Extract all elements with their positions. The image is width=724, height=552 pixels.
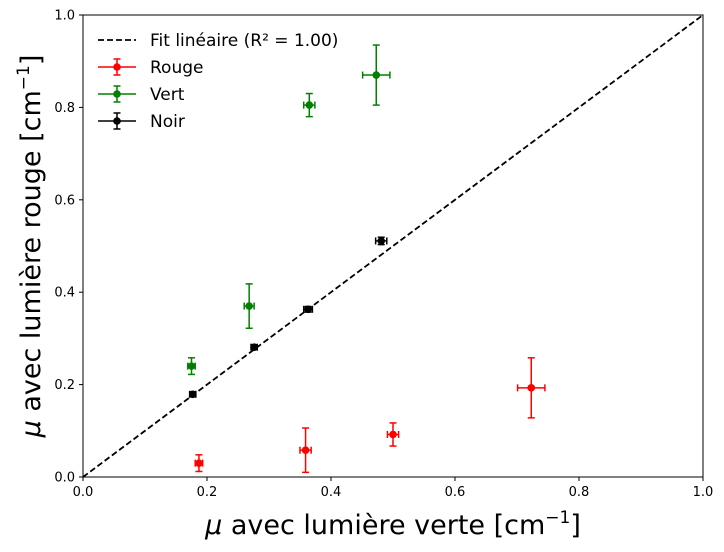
x-tick-label: 1.0 (693, 485, 714, 500)
x-axis-label: μ avec lumière verte [cm−1] (204, 508, 581, 541)
y-tick-label: 0.8 (54, 101, 75, 116)
legend-rouge-label: Rouge (150, 58, 203, 78)
x-tick-label: 0.8 (569, 485, 590, 500)
x-tick-label: 0.2 (197, 485, 218, 500)
y-tick-label: 1.0 (54, 9, 75, 24)
fit-line (82, 14, 704, 478)
axes-frame (82, 14, 704, 478)
legend: Fit linéaire (R² = 1.00) Rouge Vert Noir (98, 31, 338, 132)
legend-vert-marker (98, 85, 136, 103)
data-point-vert-4 (361, 44, 391, 106)
legend-fit-label: Fit linéaire (R² = 1.00) (150, 31, 338, 51)
axes: 0.0 0.2 0.4 0.6 0.8 1.0 0.0 0.2 0.4 0.6 0.8 1.0 (54, 9, 713, 501)
x-axis-label-text: avec lumière verte [cm (222, 510, 545, 541)
data-point-noir-2 (250, 343, 258, 351)
y-tick-label: 0.4 (54, 286, 75, 301)
data-point-noir-3 (302, 305, 314, 314)
x-axis-label-close: ] (570, 510, 581, 541)
x-axis-label-mu: μ (204, 510, 222, 541)
y-axis-label-close: ] (16, 55, 47, 66)
data-point-rouge-3 (386, 422, 400, 447)
data-point-rouge-1 (194, 454, 204, 473)
x-tick-label: 0.4 (321, 485, 342, 500)
y-axis-label-sup: −1 (14, 65, 34, 90)
y-axis-label: μ avec lumière rouge [cm−1] (14, 55, 47, 439)
data-point-rouge-2 (299, 427, 312, 474)
legend-rouge-marker (98, 58, 136, 76)
legend-vert-label: Vert (150, 85, 185, 105)
y-axis-label-text: avec lumière rouge [cm (16, 90, 47, 420)
data-point-noir-4 (374, 236, 388, 246)
y-tick-label: 0.6 (54, 193, 75, 208)
x-tick-label: 0.6 (445, 485, 466, 500)
data-point-rouge-4 (516, 357, 546, 419)
y-tick-label: 0.2 (54, 378, 75, 393)
y-axis-label-mu: μ (16, 420, 47, 438)
y-tick-label: 0.0 (54, 471, 75, 486)
plot-area (82, 14, 704, 478)
data-point-vert-2 (243, 283, 255, 329)
legend-noir-label: Noir (150, 112, 185, 132)
data-point-vert-3 (302, 92, 316, 118)
x-axis-label-sup: −1 (545, 508, 570, 528)
data-point-noir-1 (188, 390, 197, 399)
legend-noir-marker (98, 112, 136, 130)
x-tick-label: 0.0 (73, 485, 94, 500)
data-point-vert-1 (187, 357, 196, 376)
